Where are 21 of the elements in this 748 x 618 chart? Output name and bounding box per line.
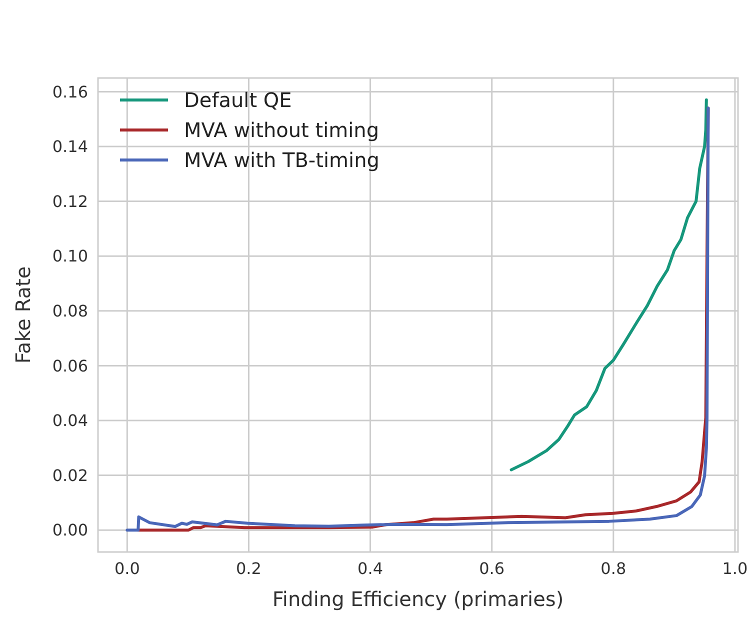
x-axis-title: Finding Efficiency (primaries) bbox=[272, 587, 564, 611]
y-tick-label: 0.12 bbox=[52, 192, 88, 211]
legend-label: MVA with TB-timing bbox=[184, 148, 380, 172]
y-axis-title: Fake Rate bbox=[11, 266, 35, 364]
line-series bbox=[510, 98, 708, 472]
y-tick-label: 0.14 bbox=[52, 137, 88, 156]
y-tick-label: 0.10 bbox=[52, 246, 88, 266]
x-tick-label: 0.0 bbox=[114, 559, 140, 578]
y-tick-label: 0.06 bbox=[52, 356, 88, 376]
legend-label: Default QE bbox=[184, 88, 292, 112]
y-tick-label: 0.00 bbox=[52, 520, 88, 540]
y-tick-label: 0.16 bbox=[52, 82, 88, 102]
x-tick-label: 1.0 bbox=[722, 559, 748, 578]
y-tick-label: 0.08 bbox=[52, 301, 88, 320]
legend-label: MVA without timing bbox=[184, 118, 380, 142]
y-tick-label: 0.04 bbox=[52, 411, 88, 430]
y-tick-label: 0.02 bbox=[52, 466, 88, 485]
x-tick-label: 0.2 bbox=[236, 559, 262, 578]
x-tick-label: 0.8 bbox=[600, 559, 626, 578]
x-tick-label: 0.6 bbox=[479, 559, 505, 578]
x-tick-label: 0.4 bbox=[358, 559, 384, 578]
